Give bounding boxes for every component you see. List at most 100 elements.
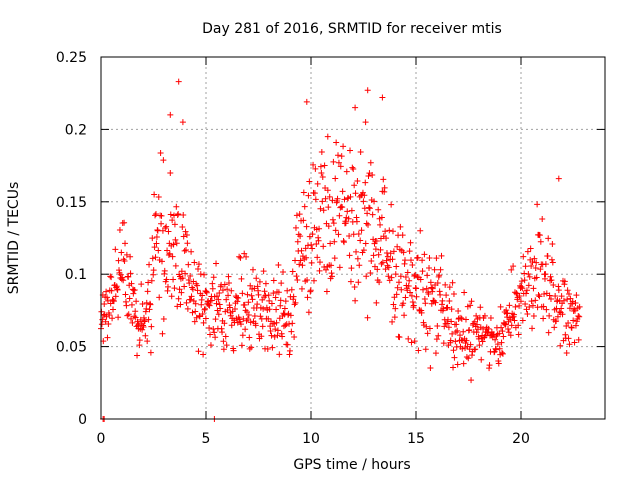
data-point (104, 294, 111, 301)
data-point (421, 251, 428, 258)
data-point (134, 352, 141, 359)
data-point (242, 326, 249, 333)
data-point (163, 223, 170, 230)
data-point (287, 312, 294, 319)
data-point (171, 285, 178, 292)
data-point (497, 303, 504, 310)
data-point (308, 241, 315, 248)
data-point (380, 176, 387, 183)
data-point (148, 277, 155, 284)
data-point (221, 281, 228, 288)
data-point (268, 332, 275, 339)
data-point (432, 299, 439, 306)
data-point (128, 301, 135, 308)
data-point (183, 247, 190, 254)
data-point (322, 266, 329, 273)
data-point (448, 318, 455, 325)
data-point (168, 293, 175, 300)
data-point (448, 306, 455, 313)
data-point (259, 323, 266, 330)
data-point (433, 336, 440, 343)
data-point (145, 279, 152, 286)
data-point (248, 292, 255, 299)
data-point (175, 78, 182, 85)
data-point (243, 253, 250, 260)
data-point (123, 302, 130, 309)
data-point (101, 300, 108, 307)
data-point (239, 290, 246, 297)
data-point (264, 346, 271, 353)
data-point (118, 249, 125, 256)
data-point (554, 313, 561, 320)
data-point (424, 330, 431, 337)
data-point (136, 342, 143, 349)
data-point (393, 263, 400, 270)
data-point (317, 205, 324, 212)
data-point (395, 279, 402, 286)
data-point (414, 254, 421, 261)
data-point (376, 279, 383, 286)
data-point (158, 258, 165, 265)
data-point (363, 220, 370, 227)
data-point (337, 163, 344, 170)
data-point (478, 356, 485, 363)
data-point (199, 310, 206, 317)
data-point (540, 315, 547, 322)
data-point (447, 337, 454, 344)
data-point (325, 223, 332, 230)
data-point (389, 318, 396, 325)
data-point (433, 255, 440, 262)
data-point (105, 321, 112, 328)
data-point (159, 330, 166, 337)
data-point (559, 311, 566, 318)
data-point (531, 255, 538, 262)
data-point (573, 292, 580, 299)
data-point (387, 250, 394, 257)
data-point (347, 147, 354, 154)
data-point (324, 133, 331, 140)
data-point (297, 233, 304, 240)
data-point (375, 251, 382, 258)
data-point (335, 231, 342, 238)
data-point (544, 253, 551, 260)
data-point (110, 298, 117, 305)
data-point (481, 312, 488, 319)
data-point (429, 285, 436, 292)
data-point (112, 293, 119, 300)
data-point (153, 234, 160, 241)
data-point (206, 302, 213, 309)
data-point (237, 321, 244, 328)
data-point (163, 276, 170, 283)
x-axis-ticks: 0 5 10 15 20 (97, 57, 530, 447)
data-point (402, 273, 409, 280)
data-point (241, 301, 248, 308)
data-point (444, 316, 451, 323)
data-point (394, 243, 401, 250)
data-point (370, 252, 377, 259)
data-point (406, 248, 413, 255)
data-point (108, 274, 115, 281)
data-point (328, 262, 335, 269)
data-point (520, 253, 527, 260)
data-point (427, 365, 434, 372)
data-point (330, 220, 337, 227)
data-point (304, 294, 311, 301)
data-point (125, 273, 132, 280)
data-point (164, 247, 171, 254)
data-point (152, 212, 159, 219)
data-point (546, 312, 553, 319)
data-point (374, 266, 381, 273)
x-axis-label: GPS time / hours (293, 457, 410, 473)
data-point (268, 300, 275, 307)
data-point (519, 317, 526, 324)
data-point (443, 292, 450, 299)
data-point (167, 170, 174, 177)
data-point (222, 333, 229, 340)
plot-frame (100, 56, 606, 420)
data-point (361, 192, 368, 199)
data-point (353, 248, 360, 255)
data-point (415, 347, 422, 354)
data-point (188, 248, 195, 255)
data-point (547, 273, 554, 280)
data-point (300, 217, 307, 224)
